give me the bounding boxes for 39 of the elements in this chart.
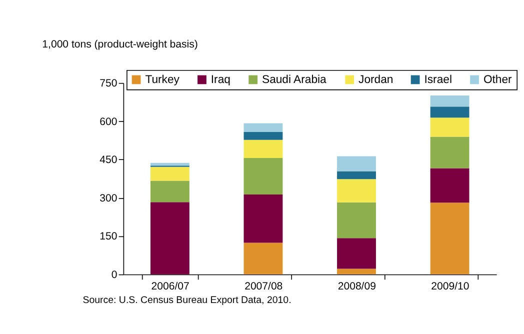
bar: [244, 242, 283, 274]
legend-label: Other: [483, 74, 512, 86]
bar: [430, 106, 470, 118]
y-tick-label: 0: [111, 269, 118, 282]
legend-label: Saudi Arabia: [262, 74, 328, 86]
bar: [150, 166, 190, 181]
source-note: Source: U.S. Census Bureau Export Data, 2010.: [82, 294, 292, 306]
bar: [337, 171, 376, 180]
bar: [244, 194, 283, 243]
bar: [150, 180, 190, 202]
y-tick-label: 150: [100, 230, 118, 243]
legend-label: Jordan: [358, 74, 394, 86]
bar: [244, 158, 283, 194]
x-tick-label: 2009/10: [431, 280, 470, 292]
bar: [337, 268, 376, 274]
bar: [430, 202, 470, 274]
legend-label: Israel: [424, 74, 452, 86]
bar: [430, 168, 470, 203]
y-tick-label: 600: [100, 116, 118, 128]
y-tick-label: 300: [100, 192, 118, 204]
x-tick-label: 2008/09: [338, 280, 376, 292]
bar: [244, 123, 283, 132]
bar: [337, 156, 376, 172]
legend-label: Iraq: [210, 74, 230, 86]
bar: [337, 179, 376, 202]
bar: [430, 118, 470, 137]
y-tick-label: 450: [100, 154, 118, 166]
bar: [150, 202, 190, 274]
y-tick-label: 750: [100, 78, 118, 90]
x-tick-label: 2006/07: [151, 280, 190, 292]
bar: [337, 202, 376, 238]
bar: [244, 132, 283, 140]
legend-label: Turkey: [145, 74, 180, 86]
bar: [430, 136, 470, 168]
bar: [244, 140, 283, 158]
y-axis-title: 1,000 tons (product-weight basis): [42, 38, 198, 51]
bar: [337, 238, 376, 269]
x-tick-label: 2007/08: [244, 280, 283, 292]
bar: [430, 95, 470, 107]
